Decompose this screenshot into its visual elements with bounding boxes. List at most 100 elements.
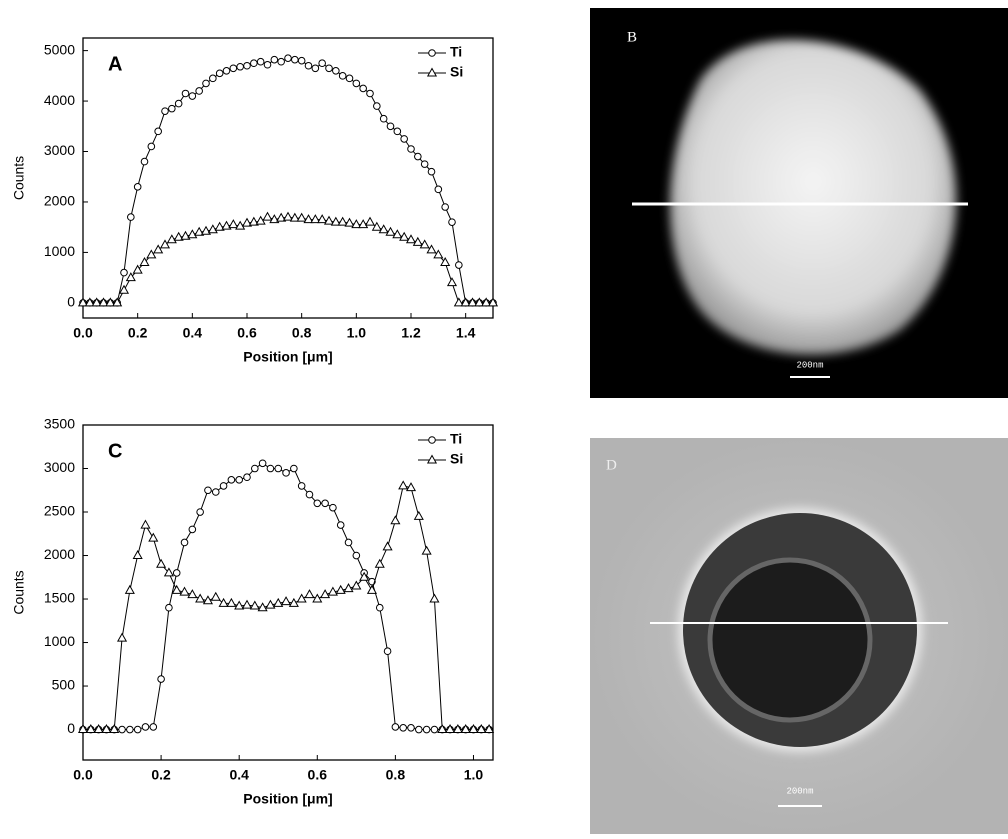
triangle-marker bbox=[351, 580, 362, 590]
circle-marker bbox=[133, 725, 142, 734]
triangle-marker bbox=[265, 599, 276, 609]
core bbox=[707, 557, 873, 723]
triangle-marker bbox=[351, 219, 362, 229]
circle-marker bbox=[332, 66, 340, 75]
triangle-marker bbox=[468, 724, 479, 734]
circle-marker bbox=[344, 538, 353, 547]
triangle-marker bbox=[392, 229, 403, 239]
triangle-marker bbox=[296, 212, 307, 222]
circle-marker bbox=[141, 723, 150, 731]
triangle-marker bbox=[323, 215, 335, 225]
triangle-marker bbox=[156, 558, 167, 568]
triangle-marker bbox=[474, 297, 485, 307]
circle-marker bbox=[427, 167, 436, 176]
plot-frame bbox=[82, 37, 494, 319]
triangle-marker bbox=[85, 724, 96, 734]
triangle-marker bbox=[280, 596, 292, 606]
triangle-marker bbox=[269, 214, 280, 224]
triangle-marker bbox=[412, 236, 423, 246]
triangle-marker bbox=[273, 597, 284, 607]
circle-marker bbox=[118, 725, 126, 734]
triangle-marker bbox=[371, 221, 382, 231]
circle-marker bbox=[407, 724, 415, 732]
triangle-marker bbox=[77, 297, 89, 307]
triangle-marker bbox=[146, 249, 157, 259]
legend-marker bbox=[428, 436, 436, 444]
circle-marker bbox=[149, 723, 158, 731]
circle-marker bbox=[441, 203, 449, 211]
circle-marker bbox=[209, 74, 217, 83]
triangle-marker bbox=[194, 226, 205, 236]
circle-marker bbox=[407, 145, 415, 153]
circle-marker bbox=[188, 525, 197, 534]
legend-label: Si bbox=[450, 64, 463, 80]
circle-marker bbox=[229, 64, 238, 73]
circle-marker bbox=[236, 62, 244, 71]
triangle-marker bbox=[228, 219, 239, 229]
circle-marker bbox=[329, 503, 337, 512]
circle-marker bbox=[256, 57, 265, 66]
triangle-marker bbox=[413, 510, 424, 520]
circle-marker bbox=[154, 127, 162, 136]
circle-marker bbox=[168, 104, 176, 113]
triangle-marker bbox=[124, 584, 135, 594]
circle-marker bbox=[338, 72, 347, 80]
x-tick-label: 0.8 bbox=[386, 767, 406, 783]
triangle-marker bbox=[476, 724, 487, 734]
circle-marker bbox=[227, 476, 236, 484]
triangle-marker bbox=[140, 519, 151, 529]
circle-marker bbox=[304, 61, 313, 70]
triangle-marker bbox=[148, 532, 159, 542]
x-tick-label: 0.2 bbox=[128, 325, 148, 341]
y-tick-label: 3500 bbox=[44, 416, 75, 432]
legend-marker bbox=[426, 454, 438, 464]
triangle-marker bbox=[460, 297, 471, 307]
legend-label: Ti bbox=[450, 431, 462, 447]
triangle-marker bbox=[440, 256, 451, 267]
circle-marker bbox=[284, 54, 292, 62]
y-axis-label: Counts bbox=[11, 156, 27, 200]
triangle-marker bbox=[433, 249, 444, 259]
triangle-marker bbox=[310, 214, 321, 224]
triangle-marker bbox=[202, 595, 214, 605]
triangle-marker bbox=[366, 584, 378, 594]
y-tick-label: 500 bbox=[52, 677, 76, 693]
circle-marker bbox=[127, 213, 135, 221]
circle-marker bbox=[434, 185, 443, 194]
triangle-marker bbox=[359, 571, 370, 581]
x-tick-label: 0.8 bbox=[292, 325, 312, 341]
triangle-marker bbox=[166, 234, 177, 244]
circle-marker bbox=[297, 56, 306, 65]
circle-marker bbox=[263, 60, 272, 69]
triangle-marker bbox=[296, 593, 307, 603]
triangle-marker bbox=[234, 600, 245, 610]
circle-marker bbox=[455, 261, 463, 269]
circle-marker bbox=[211, 488, 220, 496]
panel-label: D bbox=[606, 457, 617, 473]
circle-marker bbox=[180, 538, 189, 547]
x-tick-label: 0.2 bbox=[151, 767, 171, 783]
circle-marker bbox=[318, 59, 326, 68]
circle-marker bbox=[311, 64, 320, 73]
y-tick-label: 1500 bbox=[44, 590, 75, 606]
circle-marker bbox=[321, 499, 329, 508]
x-tick-label: 0.6 bbox=[237, 325, 257, 341]
circle-marker bbox=[202, 79, 210, 88]
circle-marker bbox=[345, 74, 354, 83]
triangle-marker bbox=[289, 212, 300, 222]
triangle-marker bbox=[453, 297, 464, 307]
circle-marker bbox=[400, 135, 408, 143]
circle-marker bbox=[243, 473, 251, 482]
circle-marker bbox=[157, 675, 165, 683]
circle-marker bbox=[393, 127, 402, 136]
x-tick-label: 1.4 bbox=[456, 325, 476, 341]
triangle-marker bbox=[221, 220, 232, 230]
triangle-marker bbox=[358, 219, 369, 229]
circle-marker bbox=[366, 89, 374, 98]
triangle-marker bbox=[405, 234, 417, 244]
triangle-marker bbox=[343, 583, 354, 593]
circle-marker bbox=[352, 551, 361, 560]
triangle-marker bbox=[460, 724, 471, 734]
triangle-marker bbox=[303, 214, 314, 224]
